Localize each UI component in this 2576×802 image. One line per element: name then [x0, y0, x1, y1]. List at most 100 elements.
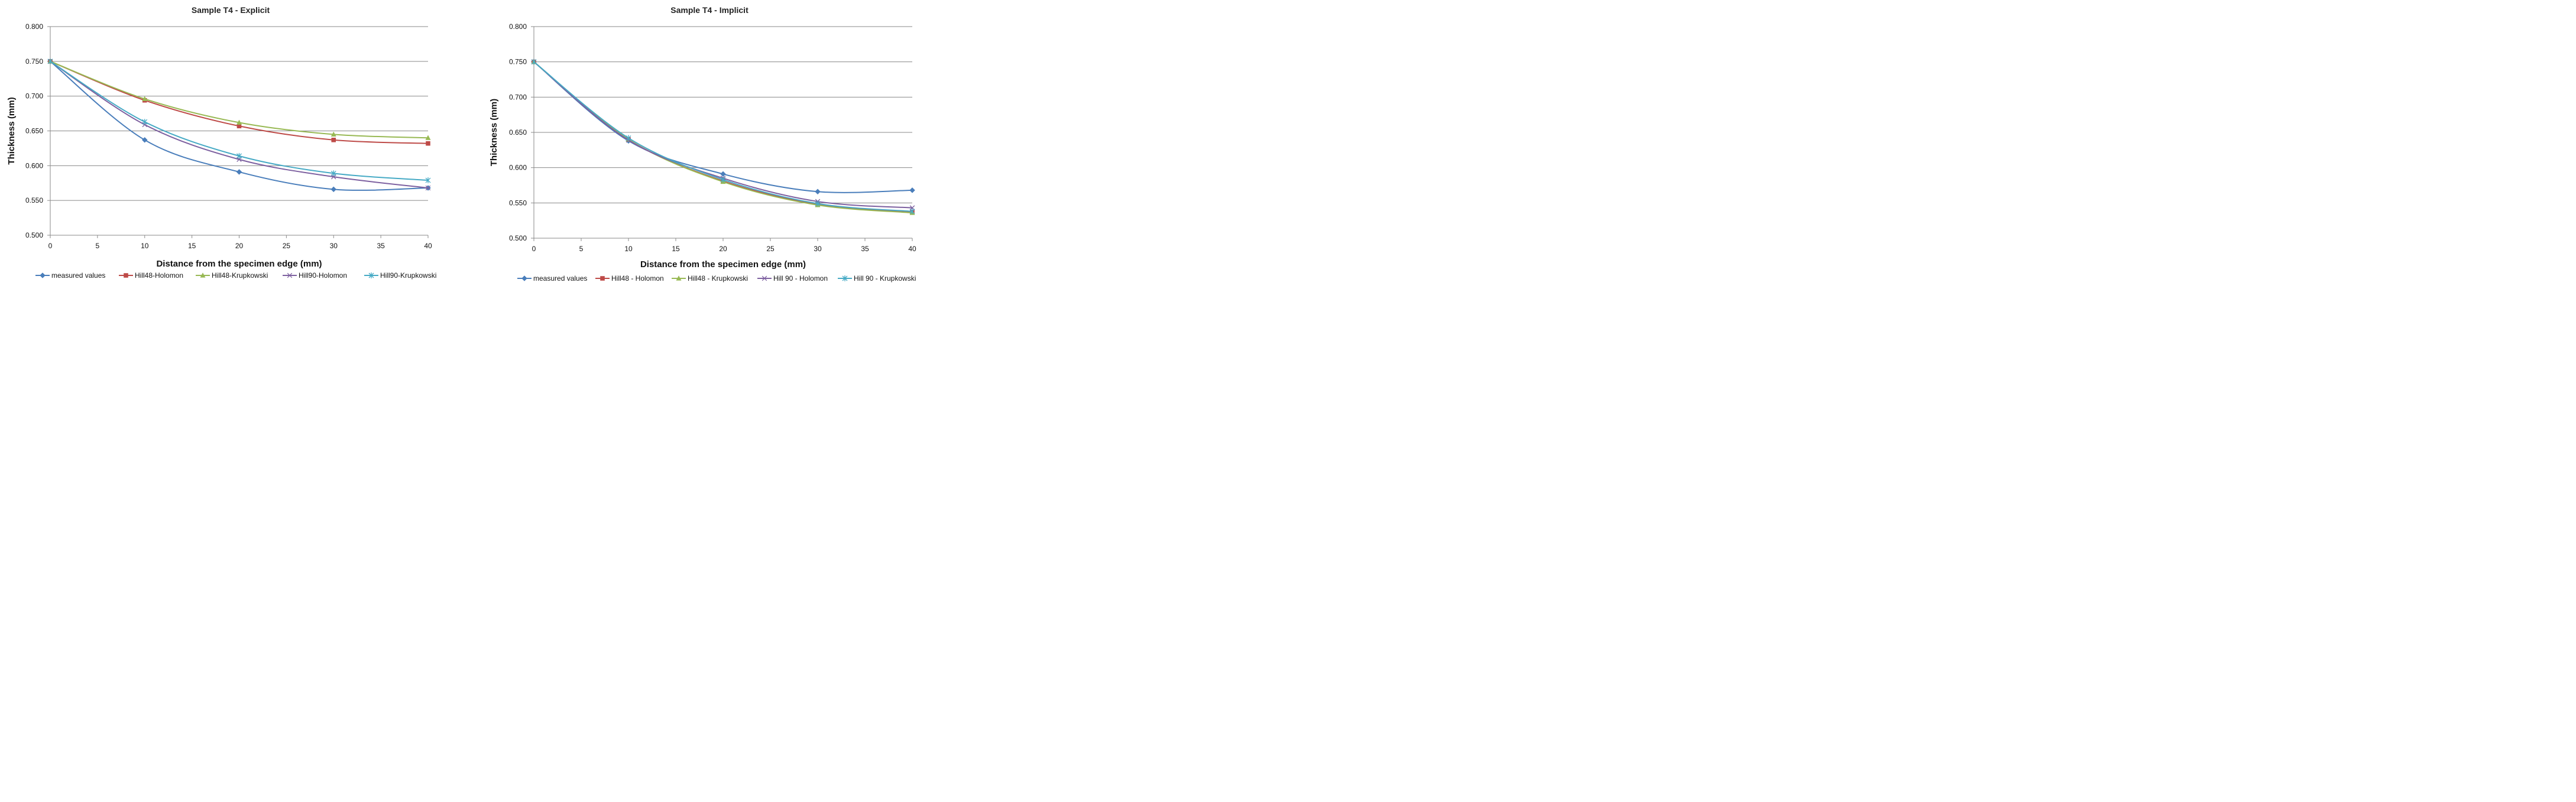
- chart-explicit: Sample T4 - Explicit 0.500 0.550 0.600 0.650…: [7, 5, 436, 280]
- x-tick-label: 35: [377, 242, 385, 250]
- series-5: [531, 59, 915, 215]
- legend-marker: [842, 275, 848, 281]
- legend: measured values Hill48 - Holomon Hill48 - …: [517, 274, 916, 283]
- legend: measured values Hill48-Holomon Hill48-Krup…: [35, 271, 436, 280]
- legend-label: Hill 90 - Krupkowski: [854, 274, 916, 283]
- data-point: [141, 137, 148, 143]
- series-4: [531, 59, 915, 210]
- y-tick-label: 0.600: [509, 164, 527, 172]
- x-tick-label: 0: [48, 242, 53, 250]
- y-tick-label: 0.800: [509, 22, 527, 31]
- legend-label: Hill 90 - Holomon: [773, 274, 828, 283]
- series-line: [533, 61, 913, 193]
- legend-marker: [600, 276, 605, 281]
- series-line: [533, 61, 913, 213]
- data-point: [236, 169, 242, 175]
- legend-item: Hill48-Krupkowski: [196, 271, 268, 280]
- legend-item: Hill48-Holomon: [119, 271, 183, 280]
- data-point: [531, 59, 537, 65]
- x-tick-label: 30: [330, 242, 338, 250]
- x-tick-label: 10: [141, 242, 149, 250]
- y-tick-label: 0.700: [509, 93, 527, 101]
- legend-item: Hill90-Krupkowski: [364, 271, 436, 280]
- data-point: [330, 131, 336, 137]
- y-tick-label: 0.750: [509, 58, 527, 66]
- x-tick-label: 25: [766, 245, 775, 253]
- legend-marker: [676, 275, 682, 281]
- x-tick-label: 0: [532, 245, 536, 253]
- series-2: [48, 59, 430, 146]
- legend-label: measured values: [51, 271, 105, 280]
- y-tick-label: 0.650: [25, 127, 43, 135]
- legend-item: Hill90-Holomon: [283, 271, 347, 280]
- x-tick-label: 5: [96, 242, 100, 250]
- x-tick-label: 30: [814, 245, 822, 253]
- series-1: [47, 58, 431, 193]
- chart-title: Sample T4 - Explicit: [192, 5, 270, 15]
- legend-marker: [40, 272, 46, 278]
- data-point: [330, 186, 337, 193]
- x-axis-title: Distance from the specimen edge (mm): [156, 259, 322, 269]
- data-point: [142, 96, 148, 101]
- y-tick-label: 0.500: [509, 234, 527, 242]
- data-point: [331, 137, 336, 142]
- y-tick-label: 0.700: [25, 92, 43, 100]
- data-point: [425, 177, 431, 184]
- x-tick-label: 40: [908, 245, 916, 253]
- x-tick-label: 10: [624, 245, 633, 253]
- legend-marker: [521, 275, 527, 281]
- chart-canvas: Sample T4 - Explicit 0.500 0.550 0.600 0.650…: [7, 5, 916, 283]
- data-point: [720, 171, 726, 177]
- series-line: [533, 61, 913, 212]
- y-tick-label: 0.550: [509, 199, 527, 207]
- series-5: [47, 58, 431, 184]
- legend-label: Hill48 - Krupkowski: [688, 274, 748, 283]
- data-point: [426, 141, 430, 146]
- series-line: [50, 61, 429, 191]
- legend-marker: [368, 272, 374, 278]
- data-point: [47, 58, 53, 64]
- series-1: [531, 59, 915, 195]
- data-point: [815, 189, 821, 195]
- data-point: [236, 152, 242, 159]
- data-point: [142, 119, 148, 125]
- x-tick-label: 35: [861, 245, 869, 253]
- legend-item: measured values: [517, 274, 587, 283]
- data-point: [236, 124, 242, 129]
- x-tick-label: 5: [579, 245, 584, 253]
- data-point: [330, 170, 336, 177]
- series-3: [531, 59, 915, 215]
- legend-label: Hill90-Holomon: [299, 271, 347, 280]
- legend-label: measured values: [533, 274, 587, 283]
- series-line: [533, 61, 913, 209]
- legend-item: Hill48 - Krupkowski: [672, 274, 748, 283]
- legend-marker: [200, 272, 206, 278]
- legend-item: measured values: [35, 271, 105, 280]
- data-point: [909, 208, 915, 215]
- y-axis-title: Thickness (mm): [7, 97, 17, 164]
- y-tick-label: 0.600: [25, 161, 43, 170]
- legend-item: Hill 90 - Holomon: [757, 274, 828, 283]
- legend-marker: [124, 273, 128, 278]
- legend-item: Hill 90 - Krupkowski: [838, 274, 916, 283]
- x-axis-title: Distance from the specimen edge (mm): [640, 259, 806, 270]
- series-line: [533, 61, 913, 214]
- legend-label: Hill90-Krupkowski: [380, 271, 436, 280]
- data-point: [909, 187, 915, 193]
- legend-label: Hill48 - Holomon: [611, 274, 664, 283]
- legend-item: Hill48 - Holomon: [595, 274, 664, 283]
- x-tick-label: 40: [424, 242, 432, 250]
- y-tick-label: 0.800: [25, 22, 43, 31]
- y-tick-label: 0.650: [509, 128, 527, 137]
- data-point: [236, 119, 242, 125]
- x-tick-label: 15: [672, 245, 680, 253]
- legend-marker: [762, 275, 767, 281]
- x-tick-label: 15: [188, 242, 196, 250]
- y-tick-label: 0.550: [25, 196, 43, 204]
- series-2: [532, 59, 915, 215]
- y-tick-label: 0.750: [25, 57, 43, 66]
- legend-label: Hill48-Krupkowski: [212, 271, 268, 280]
- chart-implicit: Sample T4 - Implicit 0.500 0.550 0.600 0.650…: [489, 5, 916, 283]
- x-tick-label: 25: [283, 242, 291, 250]
- chart-title: Sample T4 - Implicit: [670, 5, 749, 15]
